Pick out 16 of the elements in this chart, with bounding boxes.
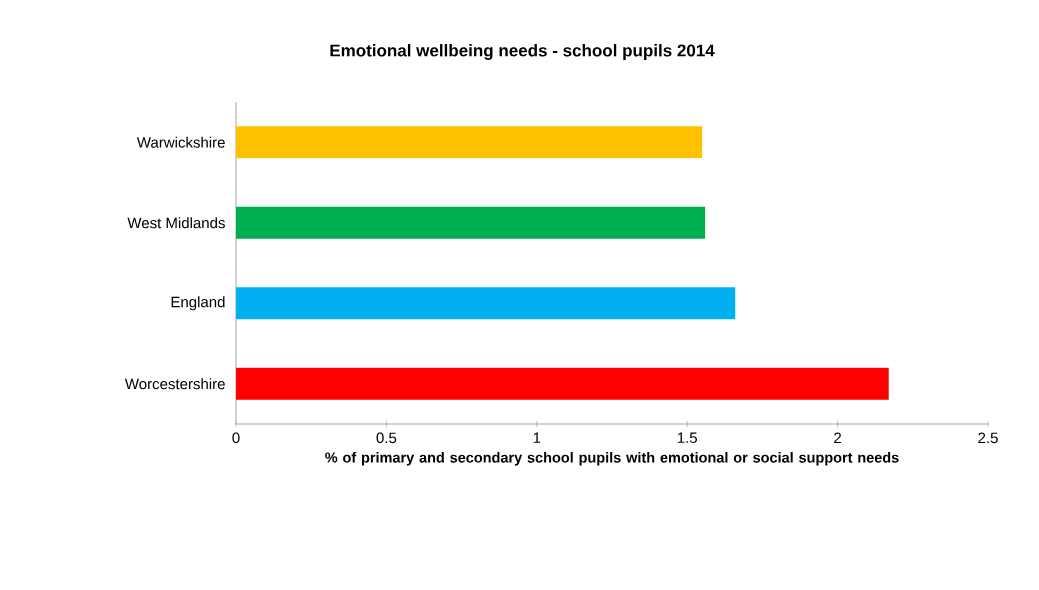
- bar: [236, 206, 706, 239]
- bar: [236, 126, 703, 159]
- x-tick-label: 2.5: [978, 432, 998, 444]
- x-tick-label: 1.5: [677, 432, 697, 443]
- x-tick-label: 2: [834, 432, 842, 444]
- x-tick-label: 0.5: [376, 432, 397, 444]
- x-tick-label: 0: [232, 432, 240, 444]
- bar: [236, 367, 889, 400]
- bar: [236, 287, 736, 320]
- x-tick-label: 1: [533, 432, 541, 443]
- y-tick-label: England: [171, 296, 225, 311]
- y-tick-label: Worcestershire: [124, 378, 225, 390]
- y-tick-label: Warwickshire: [136, 136, 225, 148]
- chart-title: Emotional wellbeing needs - school pupils 2014: [330, 44, 715, 60]
- x-axis-title: % of primary and secondary school pupils with emotional or social support needs: [325, 452, 899, 466]
- y-tick-label: West Midlands: [127, 217, 225, 229]
